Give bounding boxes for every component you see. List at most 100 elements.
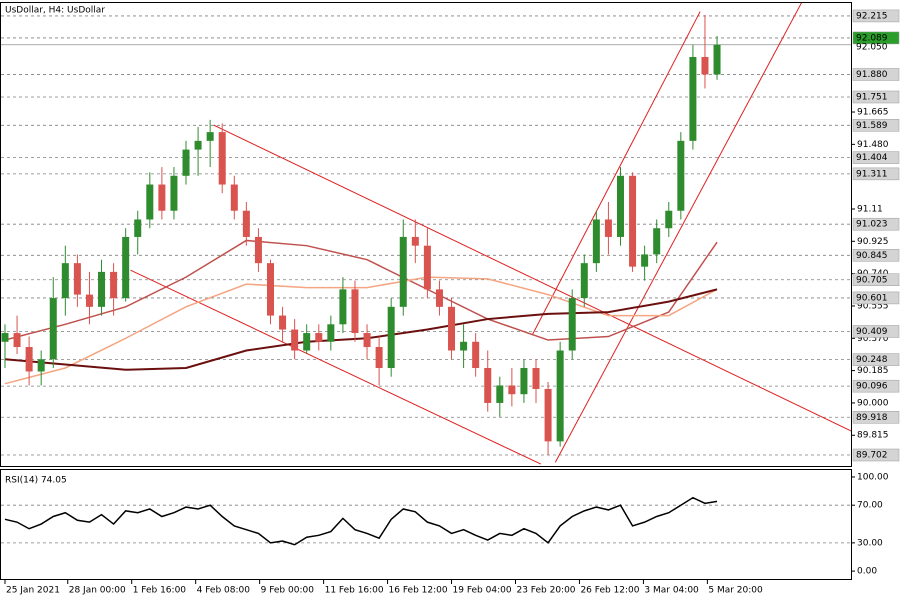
candle-body: [73, 263, 81, 295]
level-label: 90.845: [856, 251, 888, 261]
y-tick-label: 91.480: [857, 140, 889, 150]
candle-body: [242, 210, 250, 237]
x-tick-label: 3 Mar 04:00: [644, 586, 699, 596]
candle-body: [266, 263, 274, 316]
candle-body: [677, 140, 685, 211]
level-label-box: [852, 249, 900, 262]
candle-body: [13, 333, 21, 348]
y-tick-label: 91.665: [857, 108, 889, 118]
chart-title: UsDollar, H4: UsDollar: [5, 6, 105, 16]
x-tick-label: 25 Jan 2021: [6, 586, 60, 596]
level-label: 91.589: [856, 121, 888, 131]
candle-body: [303, 333, 311, 351]
moving-average: [4, 288, 718, 371]
moving-average: [4, 276, 718, 385]
candle-body: [689, 56, 697, 141]
candle-body: [556, 350, 564, 442]
level-label-box: [852, 167, 900, 181]
level-label: 90.705: [856, 275, 888, 285]
candle-body: [508, 385, 516, 395]
level-label-box: [852, 291, 900, 305]
trendline: [554, 3, 802, 463]
level-label: 90.601: [856, 293, 888, 303]
trendline: [531, 11, 701, 336]
level-label-box: [852, 217, 900, 231]
level-label-box: [852, 119, 900, 132]
x-tick-label: 1 Feb 16:00: [133, 586, 187, 596]
candle-body: [49, 298, 57, 360]
candle-body: [616, 175, 624, 237]
candle-body: [37, 359, 45, 372]
candle-body: [254, 236, 262, 264]
rsi-line: [4, 496, 718, 546]
candle-body: [629, 175, 637, 267]
level-label: 91.751: [856, 92, 888, 102]
level-label: 90.248: [856, 355, 888, 365]
main-panel: [1, 3, 851, 465]
x-tick-label: 19 Feb 04:00: [453, 586, 512, 596]
level-label-box: [852, 379, 900, 393]
level-label: 89.918: [856, 413, 888, 423]
candle-body: [423, 245, 431, 290]
trendline: [213, 124, 851, 432]
rsi-frame: [0, 469, 852, 580]
level-label-box: [852, 353, 900, 366]
x-tick-label: 11 Feb 16:00: [325, 586, 384, 596]
candle-body: [122, 236, 130, 299]
rsi-title: RSI(14) 74.05: [5, 476, 67, 486]
candle-body: [387, 306, 395, 368]
candle-body: [496, 385, 504, 403]
candle-body: [375, 347, 383, 368]
candle-body: [544, 388, 552, 442]
candle-body: [194, 140, 202, 150]
y-tick-label: 91.11: [857, 204, 883, 214]
candle-body: [61, 263, 69, 299]
y-tick-label: 90.555: [857, 301, 889, 311]
candle-body: [327, 324, 335, 342]
candle-body: [448, 306, 456, 351]
candle-body: [1, 333, 9, 342]
candle-body: [339, 289, 347, 325]
rsi-tick-label: 70.00: [857, 501, 883, 511]
level-label-box: [852, 9, 900, 23]
level-label: 91.311: [856, 169, 888, 179]
level-label: 91.023: [856, 220, 888, 230]
candle-body: [701, 56, 709, 75]
rsi-tick-label: 100.00: [857, 472, 889, 482]
candle-body: [206, 132, 214, 141]
candle-body: [665, 210, 673, 229]
y-tick-label: 90.185: [857, 366, 889, 376]
candle-body: [146, 184, 154, 220]
candle-body: [291, 329, 299, 351]
x-tick-label: 5 Mar 20:00: [708, 586, 763, 596]
level-label-box: [852, 411, 900, 424]
x-tick-label: 26 Feb 12:00: [580, 586, 639, 596]
candle-body: [653, 228, 661, 255]
candle-body: [435, 289, 443, 307]
y-tick-label: 90.370: [857, 334, 889, 344]
y-tick-label: 89.815: [857, 431, 889, 441]
level-label: 92.215: [856, 11, 888, 21]
candle-body: [604, 219, 612, 237]
candle-body: [411, 236, 419, 246]
rsi-tick-label: 0.00: [857, 567, 877, 577]
candle-body: [351, 289, 359, 334]
level-label: 91.880: [856, 70, 888, 80]
level-label: 91.404: [856, 153, 888, 163]
candle-body: [460, 341, 468, 351]
x-tick-label: 16 Feb 12:00: [389, 586, 448, 596]
candle-body: [134, 219, 142, 237]
y-tick-label: 90.925: [857, 237, 889, 247]
candle-body: [641, 254, 649, 267]
candle-body: [568, 298, 576, 351]
candle-body: [363, 333, 371, 348]
moving-average: [4, 239, 718, 341]
candle-body: [580, 263, 588, 299]
candle-body: [592, 219, 600, 264]
candle-body: [110, 271, 118, 299]
level-label-box: [852, 151, 900, 164]
y-tick-label: 90.000: [857, 398, 889, 408]
candle-body: [158, 184, 166, 211]
level-label-box: [852, 68, 900, 81]
